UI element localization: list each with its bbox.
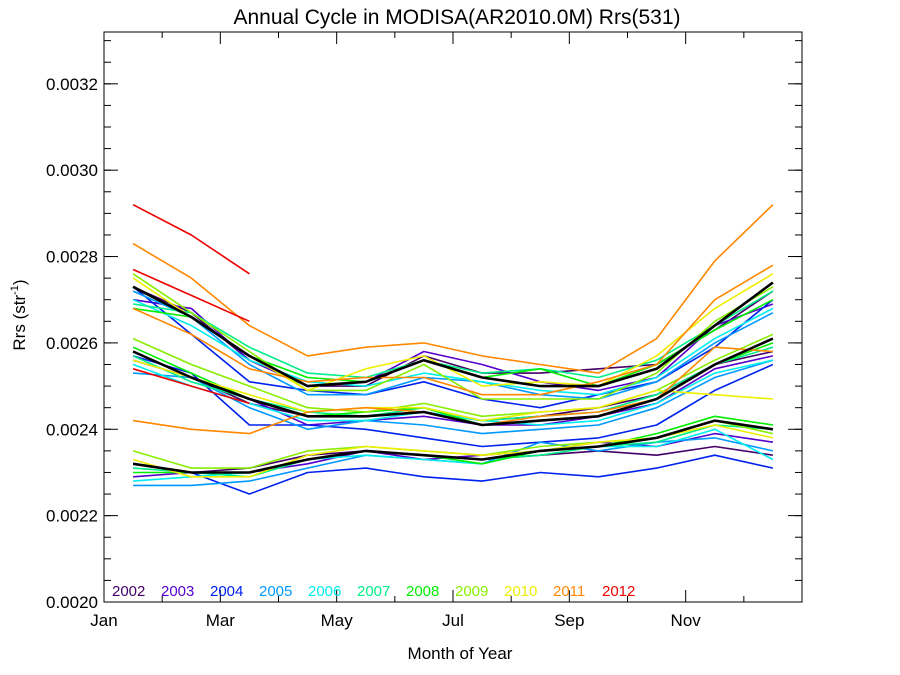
legend-entry-2010: 2010 [504, 583, 537, 600]
series-line-31 [132, 203, 250, 275]
series-line-33 [132, 368, 250, 405]
series-line-12 [132, 290, 774, 400]
series-line-7 [132, 454, 774, 495]
x-tick-label-4: Sep [554, 611, 584, 630]
series-line-32 [132, 268, 250, 323]
y-tick-label-5: 0.0030 [46, 161, 98, 180]
x-tick-label-0: Jan [90, 611, 117, 630]
series-line-29 [132, 264, 774, 396]
y-tick-label-6: 0.0032 [46, 75, 98, 94]
legend-entry-2004: 2004 [210, 583, 243, 600]
series-line-34 [132, 419, 774, 474]
series-line-6 [132, 298, 774, 392]
y-axis-label-sup: -1 [9, 285, 21, 295]
y-tick-label-3: 0.0026 [46, 334, 98, 353]
y-axis-label-main: Rrs (str [10, 295, 29, 351]
y-tick-label-2: 0.0024 [46, 420, 98, 439]
legend-entry-2012: 2012 [602, 583, 635, 600]
legend-entry-2007: 2007 [357, 583, 390, 600]
plot-lines [132, 203, 774, 495]
y-tick-label-4: 0.0028 [46, 248, 98, 267]
x-axis-label: Month of Year [408, 644, 513, 663]
x-ticks: Jan Mar May Jul Sep Nov [90, 32, 745, 630]
series-line-35 [132, 337, 774, 427]
y-axis-label: Rrs (str-1) [9, 279, 29, 350]
series-line-24 [132, 273, 774, 400]
series-line-27 [132, 273, 774, 392]
y-tick-label-1: 0.0022 [46, 507, 98, 526]
series-line-15 [132, 298, 774, 396]
series-line-11 [133, 359, 774, 435]
y-tick-label-0: 0.0020 [46, 593, 98, 612]
series-line-23 [132, 333, 774, 418]
legend-entry-2003: 2003 [161, 583, 194, 600]
legend-entry-2005: 2005 [259, 583, 292, 600]
x-tick-label-3: Jul [442, 611, 464, 630]
legend: 2002 2003 2004 2005 2006 2007 2008 2009 2010 2011… [112, 583, 635, 600]
legend-entry-2009: 2009 [455, 583, 488, 600]
chart-title: Annual Cycle in MODISA(AR2010.0M) Rrs(53… [234, 6, 681, 29]
y-axis-label-close: ) [10, 279, 29, 285]
x-tick-label-2: May [321, 611, 354, 630]
x-tick-label-5: Nov [671, 611, 702, 630]
legend-entry-2008: 2008 [406, 583, 439, 600]
y-ticks: 0.0020 0.0022 0.0024 0.0026 0.0028 0.0030 0.00… [46, 40, 802, 612]
x-tick-label-1: Mar [206, 611, 236, 630]
legend-entry-2006: 2006 [308, 583, 341, 600]
series-line-8 [132, 355, 774, 448]
legend-entry-2002: 2002 [112, 583, 145, 600]
series-line-36 [132, 281, 774, 388]
plot-frame [103, 31, 803, 603]
legend-entry-2011: 2011 [553, 583, 585, 600]
